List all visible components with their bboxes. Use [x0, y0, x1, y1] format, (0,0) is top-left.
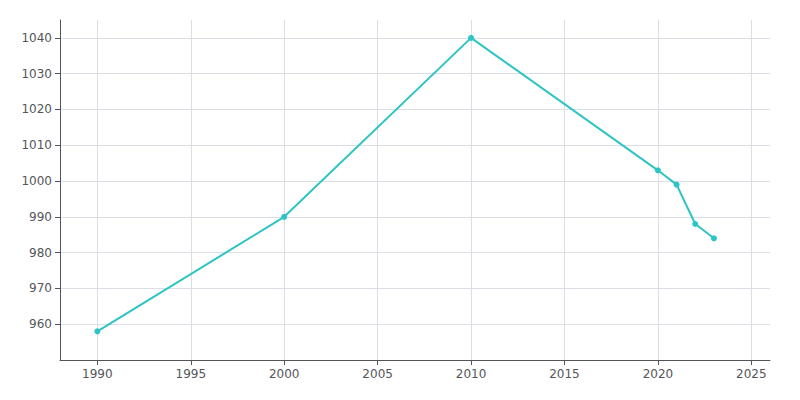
- svg-text:1020: 1020: [21, 102, 52, 116]
- svg-text:1000: 1000: [21, 174, 52, 188]
- svg-text:2000: 2000: [269, 367, 300, 381]
- svg-text:990: 990: [29, 210, 52, 224]
- svg-text:960: 960: [29, 317, 52, 331]
- svg-text:1040: 1040: [21, 31, 52, 45]
- svg-text:980: 980: [29, 246, 52, 260]
- svg-text:2005: 2005: [362, 367, 393, 381]
- svg-text:1990: 1990: [82, 367, 113, 381]
- svg-text:970: 970: [29, 281, 52, 295]
- svg-text:1010: 1010: [21, 138, 52, 152]
- svg-text:2015: 2015: [549, 367, 580, 381]
- svg-text:2010: 2010: [456, 367, 487, 381]
- svg-text:2020: 2020: [643, 367, 674, 381]
- svg-text:2025: 2025: [736, 367, 767, 381]
- svg-text:1030: 1030: [21, 67, 52, 81]
- svg-text:1995: 1995: [176, 367, 207, 381]
